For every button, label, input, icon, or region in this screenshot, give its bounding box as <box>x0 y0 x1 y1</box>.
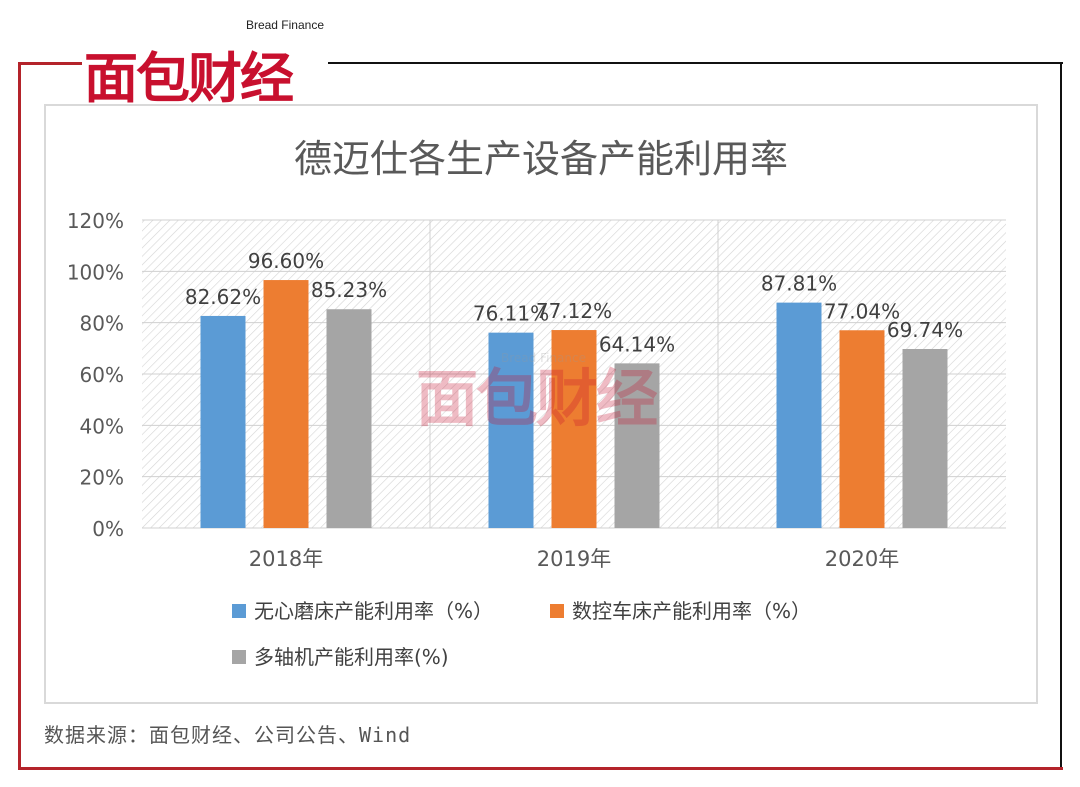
y-tick-label: 120% <box>67 209 124 233</box>
source-note: 数据来源：面包财经、公司公告、Wind <box>44 723 412 747</box>
bar <box>200 315 246 528</box>
bar-chart: 德迈仕各生产设备产能利用率 0% 20% 40% 60% 80% 100% 120% 82.… <box>67 137 1006 669</box>
bar <box>776 302 822 528</box>
watermark-subtext: Bread Finance <box>501 351 586 365</box>
legend-swatch <box>232 604 246 618</box>
y-tick-label: 100% <box>67 260 124 284</box>
data-label: 96.60% <box>248 249 324 273</box>
x-tick-label: 2019年 <box>537 547 611 571</box>
legend-label: 多轴机产能利用率(%) <box>254 645 449 669</box>
data-label: 82.62% <box>185 285 261 309</box>
legend-label: 无心磨床产能利用率（%） <box>254 599 493 623</box>
x-tick-label: 2020年 <box>825 547 899 571</box>
data-label: 77.12% <box>536 299 612 323</box>
bar <box>326 309 372 528</box>
data-label: 87.81% <box>761 272 837 296</box>
data-label: 64.14% <box>599 332 675 356</box>
frame-top-left <box>18 62 82 65</box>
y-tick-label: 20% <box>80 466 124 490</box>
watermark-text: 面包财经 <box>416 362 658 435</box>
y-tick-label: 60% <box>80 363 124 387</box>
bar <box>902 349 948 528</box>
bar <box>614 363 660 528</box>
brand-logo-subtext: Bread Finance <box>245 18 324 32</box>
y-tick-label: 0% <box>92 517 124 541</box>
y-tick-label: 40% <box>80 414 124 438</box>
brand-logo: Bread Finance 面包财经 <box>84 14 324 110</box>
legend-swatch <box>550 604 564 618</box>
bar-series: 82.62% 96.60% 85.23% 76.11%77.12% 64.14% 87.8… <box>185 249 963 528</box>
bar <box>551 330 597 528</box>
bar <box>488 332 534 528</box>
frame-top-right <box>328 62 1063 64</box>
legend-label: 数控车床产能利用率（%） <box>572 599 811 623</box>
data-label: 77.04% <box>824 299 900 323</box>
chart-title: 德迈仕各生产设备产能利用率 <box>294 137 788 181</box>
watermark: Bread Finance 面包财经 <box>416 351 660 435</box>
data-label: 76.11% <box>473 302 549 326</box>
frame-bottom <box>18 767 1063 770</box>
bar <box>839 330 885 528</box>
x-tick-label: 2018年 <box>249 547 323 571</box>
x-axis: 2018年 2019年 2020年 <box>249 547 899 571</box>
frame-left <box>18 62 21 770</box>
y-axis: 0% 20% 40% 60% 80% 100% 120% <box>67 209 124 541</box>
legend-swatch <box>232 650 246 664</box>
y-tick-label: 80% <box>80 312 124 336</box>
frame-right <box>1060 62 1062 770</box>
legend: 无心磨床产能利用率（%） 数控车床产能利用率（%） 多轴机产能利用率(%) <box>232 599 811 669</box>
data-label: 69.74% <box>887 318 963 342</box>
data-label: 85.23% <box>311 278 387 302</box>
brand-logo-text: 面包财经 <box>84 47 294 110</box>
chart-panel: 德迈仕各生产设备产能利用率 0% 20% 40% 60% 80% 100% 120% 82.… <box>44 104 1038 704</box>
bar <box>263 280 309 528</box>
